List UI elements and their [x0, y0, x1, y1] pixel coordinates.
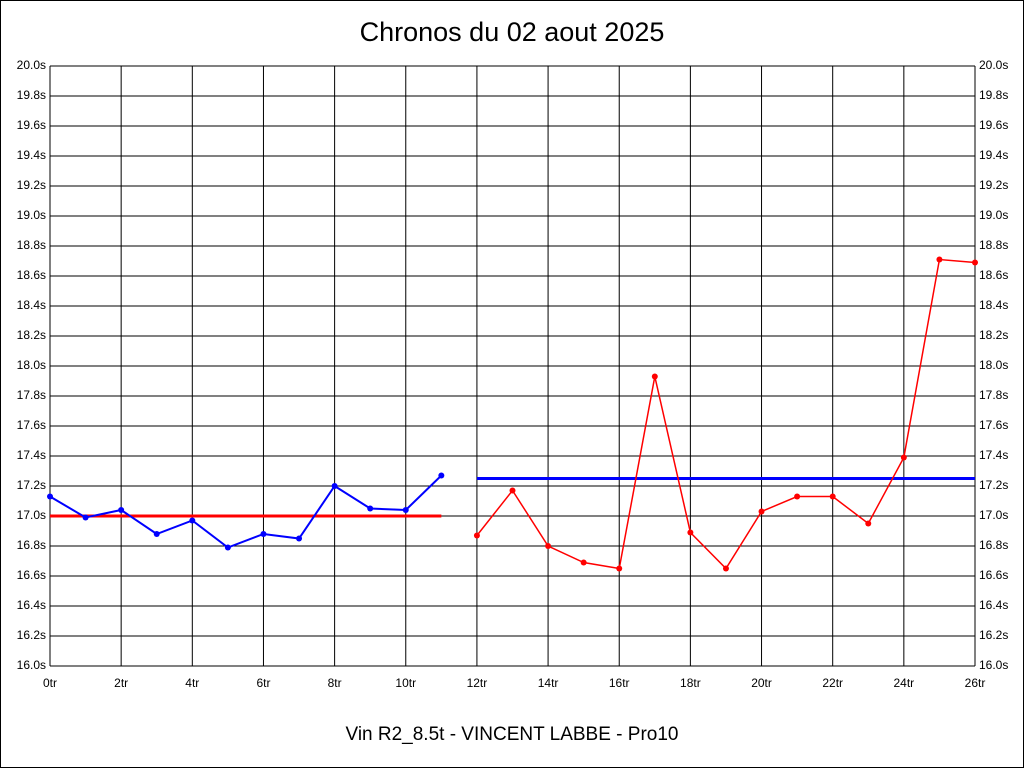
- y2-tick-label: 16.8s: [979, 538, 1008, 552]
- point: [651, 373, 658, 380]
- y2-tick-label: 19.4s: [979, 148, 1008, 162]
- point: [865, 520, 872, 527]
- y-tick-label: 17.6s: [17, 418, 46, 432]
- x-tick-label: 2tr: [114, 676, 128, 690]
- y2-tick-label: 20.0s: [979, 58, 1008, 72]
- y2-tick-label: 19.2s: [979, 178, 1008, 192]
- y2-tick-label: 16.2s: [979, 628, 1008, 642]
- y2-tick-label: 17.6s: [979, 418, 1008, 432]
- y-tick-label: 16.8s: [17, 538, 46, 552]
- y2-tick-label: 17.2s: [979, 478, 1008, 492]
- point: [722, 565, 729, 572]
- point: [580, 559, 587, 566]
- x-tick-label: 18tr: [680, 676, 701, 690]
- y-tick-label: 17.8s: [17, 388, 46, 402]
- point: [687, 529, 694, 536]
- x-tick-label: 6tr: [256, 676, 270, 690]
- point: [616, 565, 623, 572]
- point: [260, 531, 267, 537]
- y2-tick-label: 18.4s: [979, 298, 1008, 312]
- x-tick-label: 4tr: [185, 676, 199, 690]
- y2-tick-label: 17.0s: [979, 508, 1008, 522]
- y2-tick-label: 17.8s: [979, 388, 1008, 402]
- y-tick-label: 18.8s: [17, 238, 46, 252]
- x-tick-label: 14tr: [538, 676, 559, 690]
- y-tick-label: 19.4s: [17, 148, 46, 162]
- y-tick-label: 17.0s: [17, 508, 46, 522]
- y2-tick-label: 18.6s: [979, 268, 1008, 282]
- point: [224, 544, 231, 551]
- point: [794, 493, 801, 500]
- point: [189, 517, 196, 524]
- y2-tick-label: 18.2s: [979, 328, 1008, 342]
- y2-tick-label: 19.0s: [979, 208, 1008, 222]
- point: [118, 507, 125, 513]
- series-line: [49, 474, 443, 549]
- point: [47, 493, 53, 500]
- x-tick-label: 24tr: [894, 676, 915, 690]
- point: [367, 505, 374, 512]
- y-tick-label: 16.4s: [17, 598, 46, 612]
- x-tick-label: 20tr: [751, 676, 772, 690]
- point: [331, 483, 338, 489]
- point: [900, 454, 907, 461]
- x-tick-label: 0tr: [43, 676, 57, 690]
- y2-tick-label: 16.6s: [979, 568, 1008, 582]
- point: [296, 535, 303, 542]
- y-tick-label: 18.6s: [17, 268, 46, 282]
- y-tick-label: 18.2s: [17, 328, 46, 342]
- y-tick-label: 20.0s: [17, 58, 46, 72]
- y-tick-label: 19.6s: [17, 118, 46, 132]
- y-tick-label: 19.0s: [17, 208, 46, 222]
- y2-tick-label: 16.0s: [979, 658, 1008, 672]
- y2-tick-label: 18.0s: [979, 358, 1008, 372]
- y-tick-label: 16.6s: [17, 568, 46, 582]
- y-tick-label: 16.2s: [17, 628, 46, 642]
- chart-title: Chronos du 02 aout 2025: [360, 17, 665, 47]
- y-tick-label: 19.2s: [17, 178, 46, 192]
- point: [82, 514, 89, 521]
- y2-tick-label: 19.8s: [979, 88, 1008, 102]
- point: [402, 507, 409, 513]
- point: [438, 472, 445, 479]
- point: [758, 508, 765, 515]
- y2-tick-label: 16.4s: [979, 598, 1008, 612]
- point: [473, 532, 480, 539]
- x-tick-label: 26tr: [965, 676, 986, 690]
- point: [509, 487, 516, 494]
- y2-tick-label: 19.6s: [979, 118, 1008, 132]
- chart-footer: Vin R2_8.5t - VINCENT LABBE - Pro10: [345, 724, 678, 745]
- point: [545, 543, 552, 549]
- y-tick-label: 16.0s: [17, 658, 46, 672]
- x-tick-label: 10tr: [395, 676, 416, 690]
- x-tick-label: 22tr: [822, 676, 843, 690]
- x-tick-label: 8tr: [328, 676, 342, 690]
- point: [936, 256, 943, 263]
- y-tick-label: 19.8s: [17, 88, 46, 102]
- x-tick-label: 16tr: [609, 676, 630, 690]
- y-tick-label: 18.4s: [17, 298, 46, 312]
- y2-tick-label: 18.8s: [979, 238, 1008, 252]
- y-tick-label: 17.4s: [17, 448, 46, 462]
- y-tick-label: 18.0s: [17, 358, 46, 372]
- point: [972, 259, 978, 266]
- x-tick-label: 12tr: [467, 676, 488, 690]
- y-tick-label: 17.2s: [17, 478, 46, 492]
- point: [153, 531, 160, 537]
- y2-tick-label: 17.4s: [979, 448, 1008, 462]
- point: [829, 493, 836, 500]
